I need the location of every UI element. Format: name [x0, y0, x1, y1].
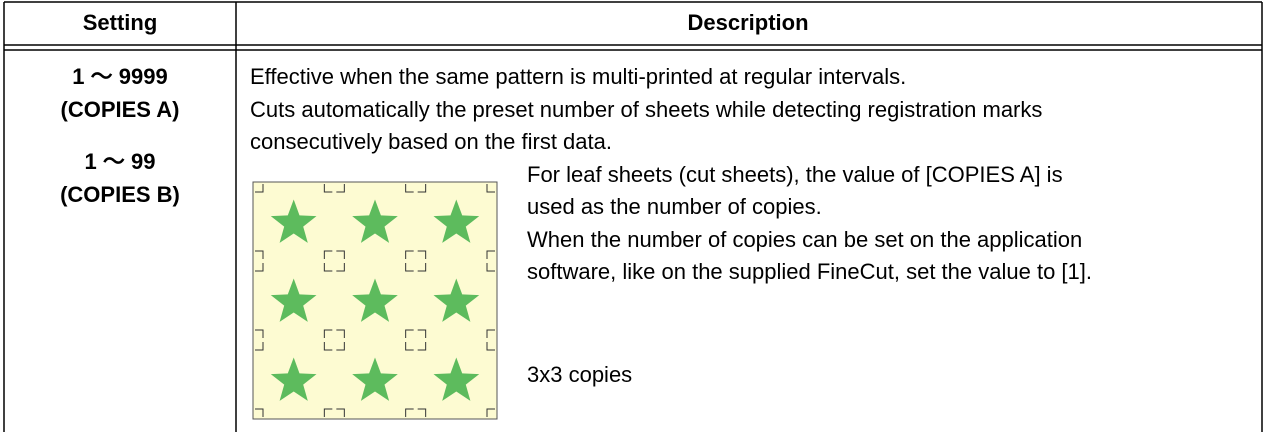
copies-figure — [252, 181, 498, 420]
setting-range: 1 〜 9999 — [72, 64, 167, 89]
star — [352, 199, 398, 243]
star — [270, 357, 317, 401]
star — [433, 357, 480, 401]
star — [433, 199, 480, 243]
registration-mark — [417, 184, 495, 259]
setting-range: 1 〜 99 — [85, 149, 156, 174]
star — [352, 357, 398, 401]
description-line: Effective when the same pattern is multi… — [250, 64, 906, 89]
star — [270, 199, 317, 243]
registration-mark — [255, 263, 333, 338]
star — [352, 278, 398, 322]
star — [433, 278, 480, 322]
registration-mark — [255, 342, 333, 417]
header-setting: Setting — [83, 10, 158, 35]
registration-mark — [336, 342, 414, 417]
setting-label: (COPIES A) — [61, 97, 180, 122]
figure-caption: 3x3 copies — [527, 362, 632, 387]
description-line: consecutively based on the first data. — [250, 129, 612, 154]
figure-text: When the number of copies can be set on … — [527, 227, 1082, 252]
description-line: Cuts automatically the preset number of … — [250, 97, 1042, 122]
figure-text: For leaf sheets (cut sheets), the value … — [527, 162, 1063, 187]
table-lines — [3, 1, 1263, 432]
registration-mark — [255, 184, 333, 259]
figure-text: software, like on the supplied FineCut, … — [527, 259, 1092, 284]
star — [270, 278, 317, 322]
figure-text: used as the number of copies. — [527, 194, 822, 219]
registration-mark — [336, 263, 414, 338]
registration-mark — [417, 342, 495, 417]
registration-mark — [417, 263, 495, 338]
setting-label: (COPIES B) — [60, 182, 180, 207]
registration-mark — [336, 184, 414, 259]
header-description: Description — [687, 10, 808, 35]
